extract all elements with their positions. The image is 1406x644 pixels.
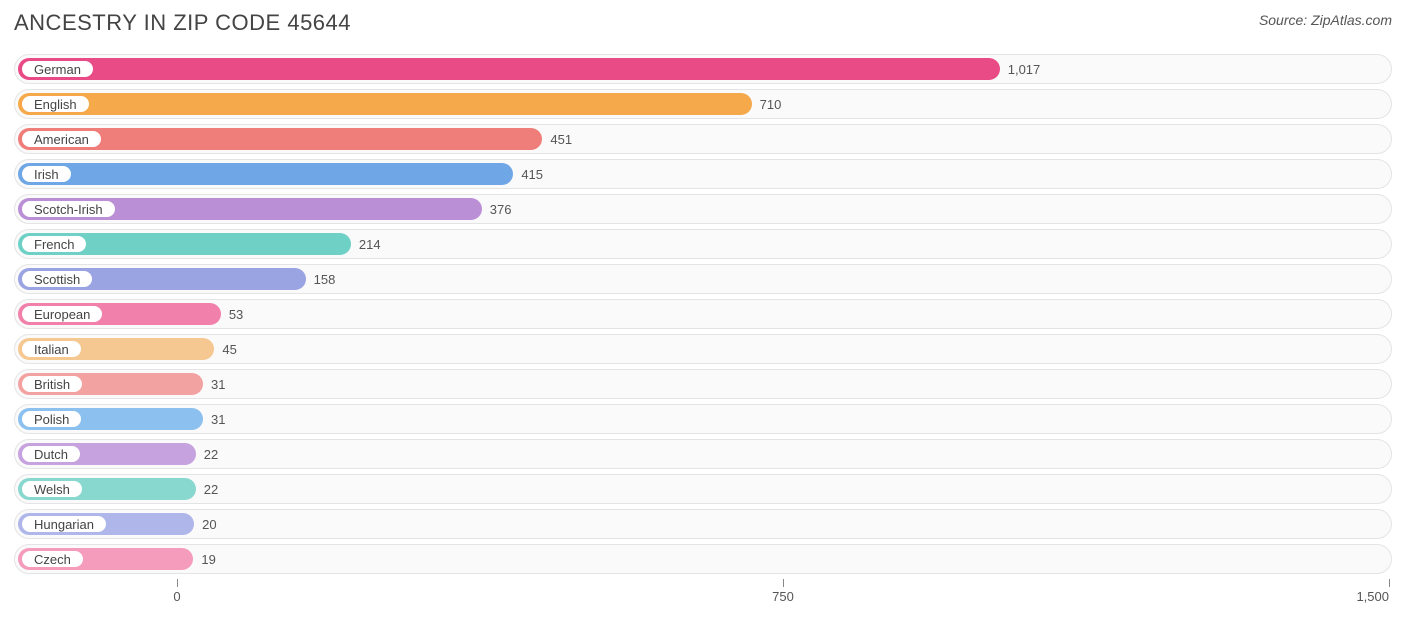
value-label: 31 [203, 405, 225, 433]
category-pill: Scottish [21, 270, 93, 288]
bar-row: European 53 [14, 299, 1392, 329]
bar-row: French 214 [14, 229, 1392, 259]
bar-fill [18, 163, 513, 185]
value-label: 22 [196, 440, 218, 468]
category-pill: European [21, 305, 103, 323]
bar-row: German 1,017 [14, 54, 1392, 84]
header: ANCESTRY IN ZIP CODE 45644 Source: ZipAt… [14, 10, 1392, 36]
value-label: 31 [203, 370, 225, 398]
category-pill: Scotch-Irish [21, 200, 116, 218]
category-pill: American [21, 130, 102, 148]
category-pill: Polish [21, 410, 82, 428]
bar-row: Welsh 22 [14, 474, 1392, 504]
value-label: 53 [221, 300, 243, 328]
category-pill: British [21, 375, 83, 393]
value-label: 20 [194, 510, 216, 538]
value-label: 415 [513, 160, 543, 188]
category-pill: English [21, 95, 90, 113]
bar-fill [18, 93, 752, 115]
chart-area: German 1,017 English 710 American 451 Irish 415… [14, 54, 1392, 574]
chart-container: ANCESTRY IN ZIP CODE 45644 Source: ZipAt… [0, 0, 1406, 644]
bar-row: British 31 [14, 369, 1392, 399]
value-label: 376 [482, 195, 512, 223]
category-pill: Hungarian [21, 515, 107, 533]
axis-tick [783, 579, 784, 587]
bar-row: Scotch-Irish 376 [14, 194, 1392, 224]
value-label: 158 [306, 265, 336, 293]
bar-row: Scottish 158 [14, 264, 1392, 294]
bar-row: Irish 415 [14, 159, 1392, 189]
axis-tick-label: 1,500 [1356, 589, 1389, 604]
value-label: 45 [214, 335, 236, 363]
x-axis: 0 750 1,500 [14, 579, 1392, 609]
bar-row: American 451 [14, 124, 1392, 154]
category-pill: Italian [21, 340, 82, 358]
category-pill: Welsh [21, 480, 83, 498]
bar-row: Dutch 22 [14, 439, 1392, 469]
bar-fill [18, 58, 1000, 80]
bar-row: Polish 31 [14, 404, 1392, 434]
value-label: 710 [752, 90, 782, 118]
value-label: 19 [193, 545, 215, 573]
category-pill: Dutch [21, 445, 81, 463]
axis-tick-label: 750 [772, 589, 794, 604]
category-pill: Irish [21, 165, 72, 183]
bar-row: Czech 19 [14, 544, 1392, 574]
value-label: 214 [351, 230, 381, 258]
value-label: 1,017 [1000, 55, 1041, 83]
value-label: 451 [542, 125, 572, 153]
value-label: 22 [196, 475, 218, 503]
category-pill: German [21, 60, 94, 78]
axis-tick-label: 0 [173, 589, 180, 604]
axis-tick [177, 579, 178, 587]
bar-row: English 710 [14, 89, 1392, 119]
bar-row: Italian 45 [14, 334, 1392, 364]
bar-row: Hungarian 20 [14, 509, 1392, 539]
chart-title: ANCESTRY IN ZIP CODE 45644 [14, 10, 351, 36]
category-pill: French [21, 235, 87, 253]
source-label: Source: ZipAtlas.com [1259, 10, 1392, 28]
axis-tick [1389, 579, 1390, 587]
category-pill: Czech [21, 550, 84, 568]
